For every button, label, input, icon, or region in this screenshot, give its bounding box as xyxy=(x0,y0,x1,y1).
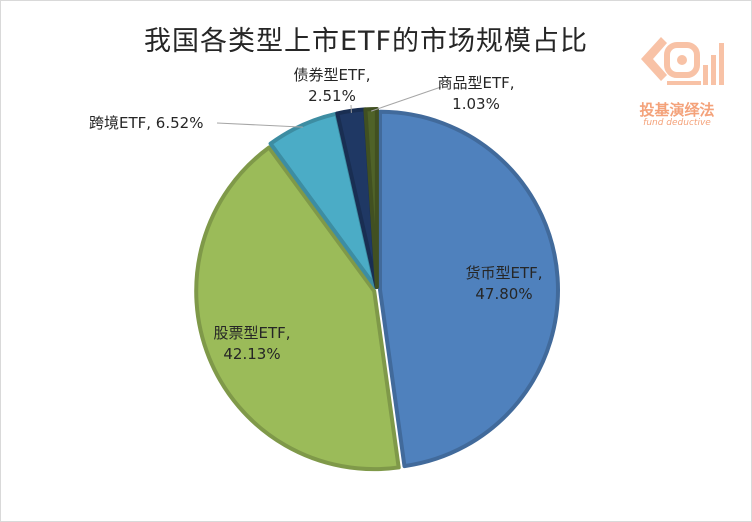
label-commodity-pct: 1.03% xyxy=(452,95,500,113)
label-bond-pct: 2.51% xyxy=(308,87,356,105)
label-money-pct: 47.80% xyxy=(475,285,533,303)
label-cross: 跨境ETF, 6.52% xyxy=(89,113,219,134)
leader-line-2 xyxy=(216,122,303,128)
watermark-text: 投基演绎法 xyxy=(639,101,715,119)
label-commodity-name: 商品型ETF, xyxy=(437,74,515,92)
chart-title: 我国各类型上市ETF的市场规模占比 xyxy=(143,26,589,57)
label-commodity: 商品型ETF, 1.03% xyxy=(421,73,531,115)
leader-line-4 xyxy=(371,86,442,112)
watermark-logo xyxy=(641,37,724,85)
pie-slice-1 xyxy=(194,145,401,472)
label-money-name: 货币型ETF, xyxy=(465,264,543,282)
label-stock-name: 股票型ETF, xyxy=(213,324,291,342)
label-money: 货币型ETF, 47.80% xyxy=(449,263,559,305)
label-bond-name: 债券型ETF, xyxy=(293,66,371,84)
pie-slice-0 xyxy=(377,109,560,469)
label-stock: 股票型ETF, 42.13% xyxy=(197,323,307,365)
watermark-sub: fund deductive xyxy=(643,118,711,128)
label-stock-pct: 42.13% xyxy=(223,345,281,363)
label-cross-text: 跨境ETF, 6.52% xyxy=(89,114,204,132)
label-bond: 债券型ETF, 2.51% xyxy=(277,65,387,107)
